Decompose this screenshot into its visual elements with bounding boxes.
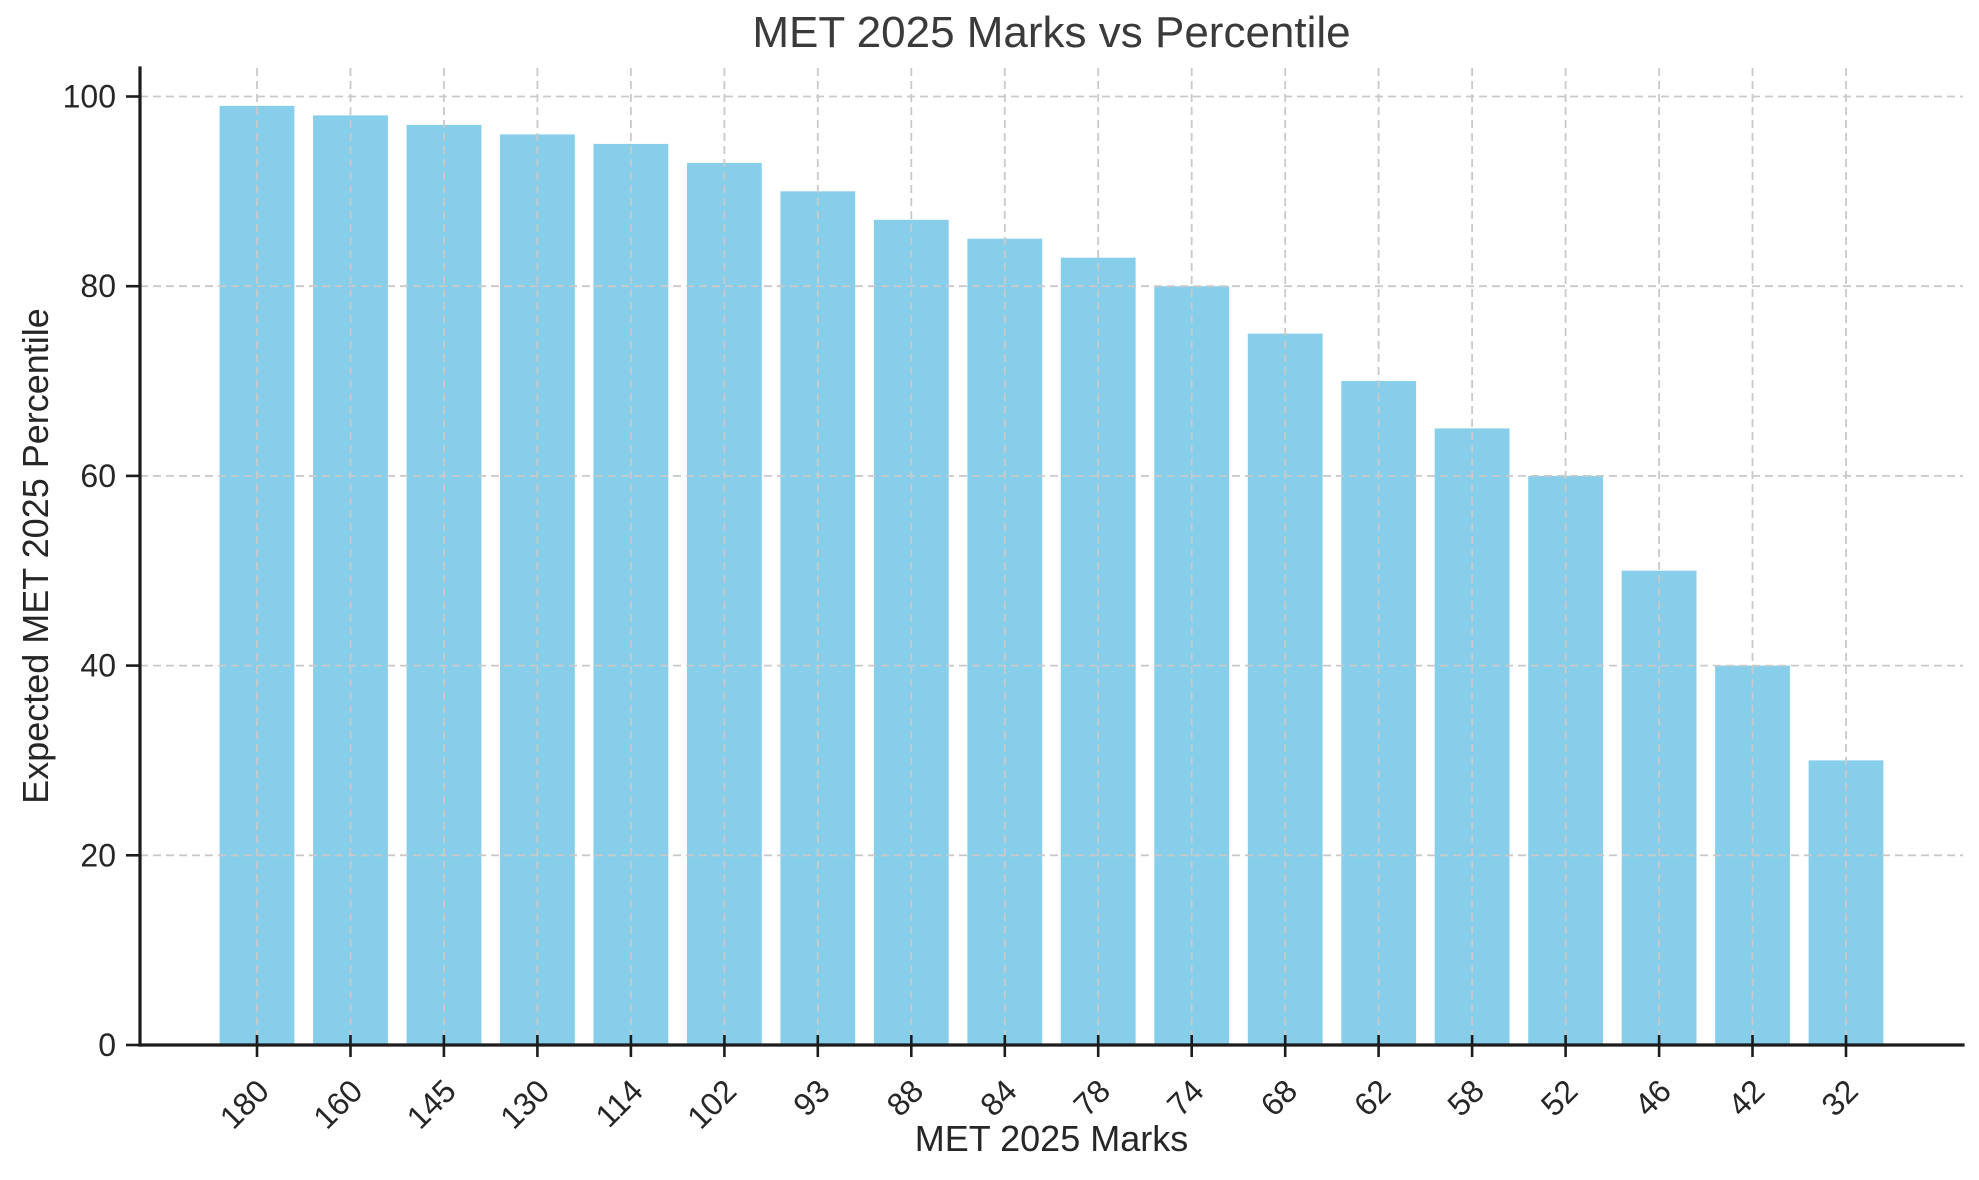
x-axis-label: MET 2025 Marks xyxy=(914,1118,1189,1159)
y-tick-label: 20 xyxy=(80,837,116,873)
gridlines-group xyxy=(140,68,1963,1046)
x-tick-label: 68 xyxy=(1254,1072,1305,1123)
x-tick-label: 84 xyxy=(973,1072,1024,1123)
y-tick-label: 100 xyxy=(63,79,116,115)
x-tick-label: 42 xyxy=(1721,1072,1772,1123)
y-tick-label: 60 xyxy=(80,458,116,494)
bars-group xyxy=(219,105,1884,1046)
x-tick-label: 46 xyxy=(1627,1072,1678,1123)
x-tick-label: 88 xyxy=(880,1072,931,1123)
y-tick-label: 80 xyxy=(80,268,116,304)
x-tick-label: 74 xyxy=(1160,1072,1211,1123)
y-tick-label: 0 xyxy=(98,1027,116,1063)
x-tick-label: 93 xyxy=(786,1072,837,1123)
x-tick-label: 58 xyxy=(1440,1072,1491,1123)
y-tick-labels-group: 0 20 40 60 80 100 xyxy=(63,79,116,1064)
x-tick-label: 62 xyxy=(1347,1072,1398,1123)
bar xyxy=(1247,333,1323,1046)
x-tick-label: 78 xyxy=(1067,1072,1118,1123)
spines-group xyxy=(138,66,1965,1047)
x-tick-label: 32 xyxy=(1814,1072,1865,1123)
chart-title: MET 2025 Marks vs Percentile xyxy=(752,8,1351,57)
x-tick-label: 52 xyxy=(1534,1072,1585,1123)
y-tick-label: 40 xyxy=(80,648,116,684)
